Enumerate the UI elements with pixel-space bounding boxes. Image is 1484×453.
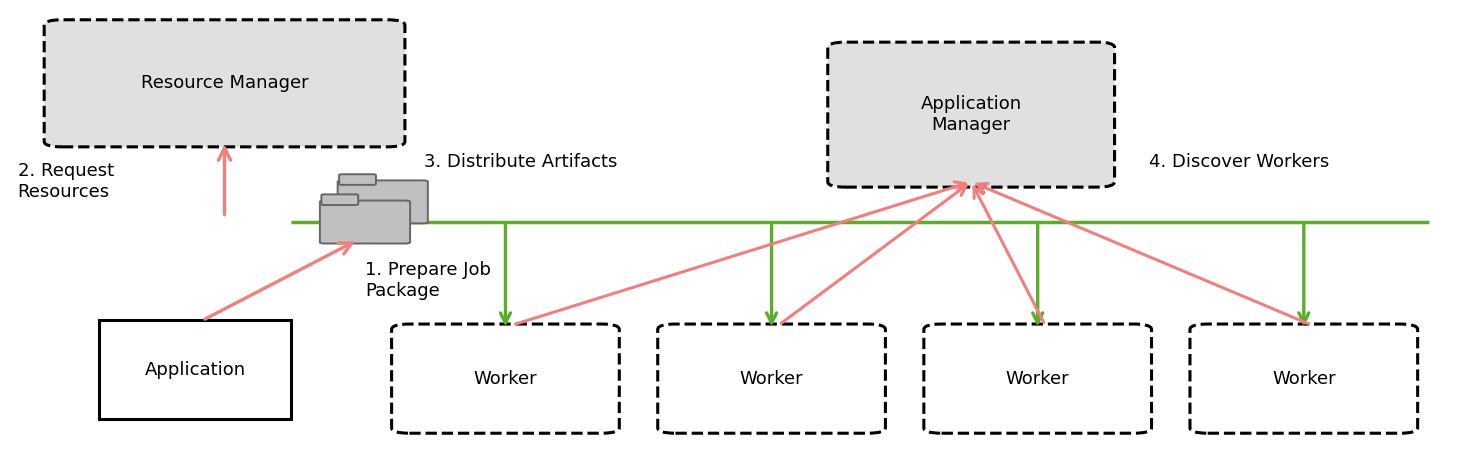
FancyBboxPatch shape [1190,324,1417,433]
FancyBboxPatch shape [322,194,358,205]
Text: Application: Application [144,361,245,379]
FancyBboxPatch shape [392,324,619,433]
Text: 2. Request
Resources: 2. Request Resources [18,162,114,201]
FancyBboxPatch shape [321,201,410,244]
Bar [99,320,291,419]
Text: Worker: Worker [1272,370,1336,388]
FancyBboxPatch shape [925,324,1152,433]
FancyBboxPatch shape [340,174,375,185]
Text: Worker: Worker [739,370,803,388]
Text: 4. Discover Workers: 4. Discover Workers [1149,153,1328,171]
FancyBboxPatch shape [45,20,405,147]
FancyBboxPatch shape [657,324,886,433]
Text: Resource Manager: Resource Manager [141,74,309,92]
FancyBboxPatch shape [338,180,427,223]
Text: 1. Prepare Job
Package: 1. Prepare Job Package [365,261,491,299]
Text: Application
Manager: Application Manager [920,95,1021,134]
Text: Worker: Worker [473,370,537,388]
Text: 3. Distribute Artifacts: 3. Distribute Artifacts [424,153,617,171]
FancyBboxPatch shape [828,42,1114,187]
Text: Worker: Worker [1006,370,1070,388]
